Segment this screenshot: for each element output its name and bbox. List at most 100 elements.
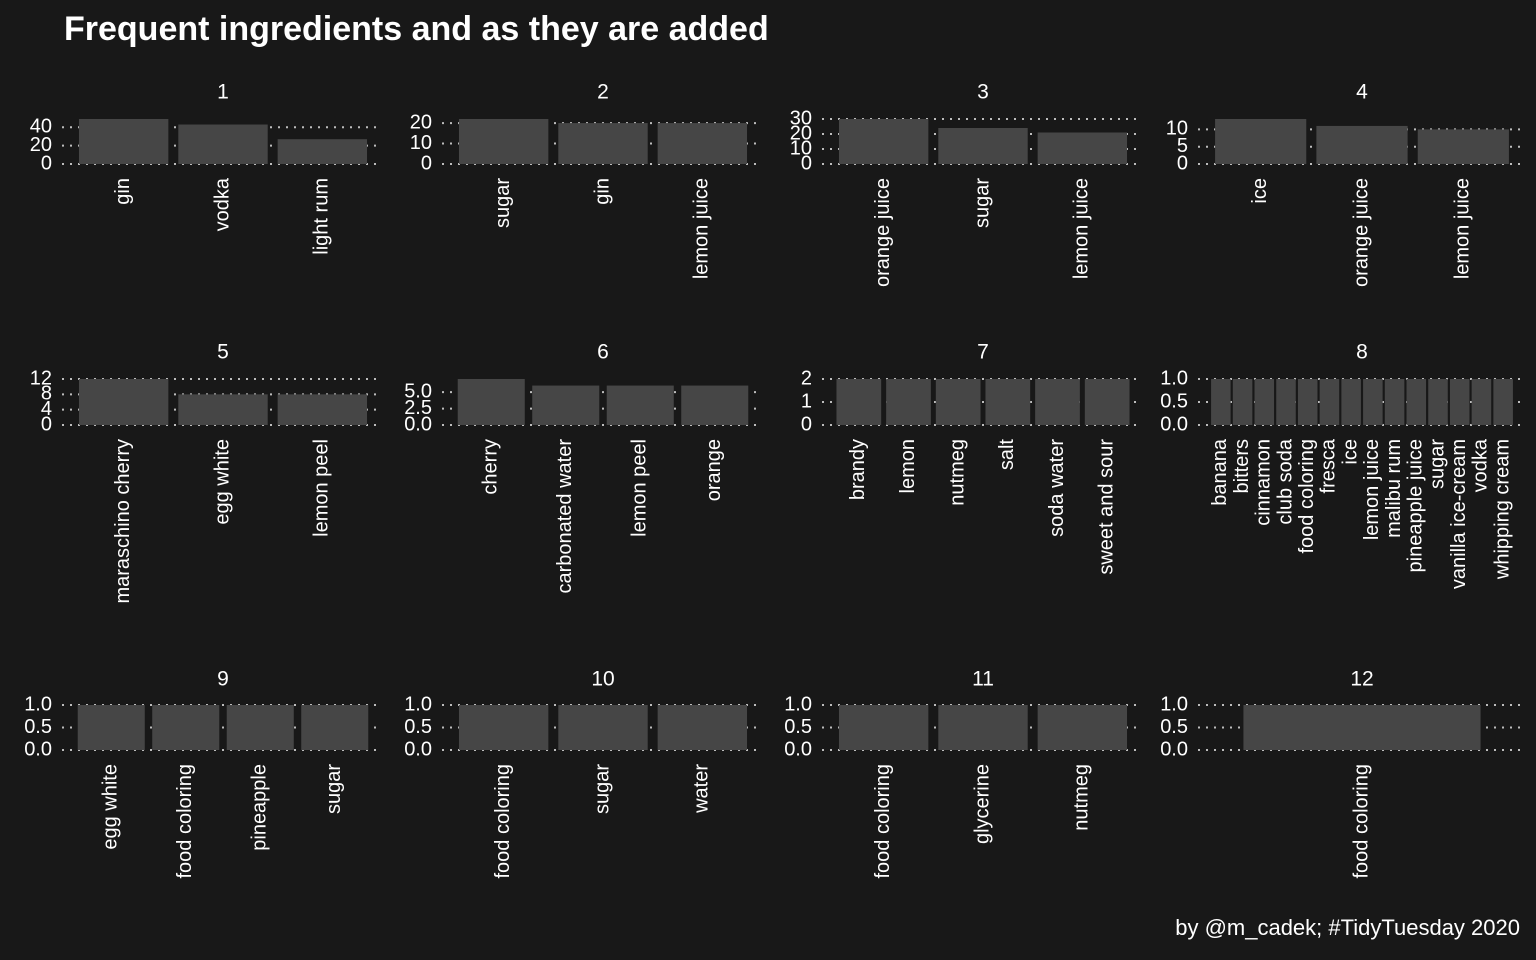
x-tick-label: gin [591, 178, 613, 205]
facet-panel-7: 7 012 brandy lemon nutmeg salt soda water sweet… [801, 341, 1138, 575]
bar [681, 385, 749, 425]
bar [1471, 379, 1492, 425]
bar [1384, 379, 1405, 425]
bar [1215, 119, 1307, 164]
x-tick-label: cinnamon [1253, 439, 1275, 526]
x-tick-label: nutmeg [946, 439, 968, 506]
y-tick-label: 0 [41, 413, 52, 435]
y-tick-label: 20 [410, 111, 432, 133]
bar [178, 124, 268, 164]
x-tick-label: cherry [480, 439, 502, 495]
bar [458, 119, 549, 164]
bar [1428, 379, 1448, 425]
bar [836, 379, 882, 425]
bar [1037, 705, 1128, 750]
bar [985, 379, 1031, 425]
y-tick-label: 1.0 [404, 693, 432, 715]
x-tick-label: pineapple juice [1405, 439, 1427, 572]
x-tick-label: ice [1249, 178, 1271, 204]
y-tick-label: 40 [30, 116, 52, 138]
bar [1084, 379, 1130, 425]
x-tick-label: maraschino cherry [112, 439, 134, 604]
x-tick-label: light rum [311, 178, 333, 255]
y-tick-label: 0.0 [1160, 413, 1188, 435]
facet-panel-11: 11 0.00.51.0 food coloring glycerine nutmeg [784, 668, 1138, 879]
facet-strip-label: 12 [1350, 668, 1373, 691]
bar [277, 394, 368, 425]
x-tick-label: food coloring [492, 764, 514, 879]
bar [938, 705, 1028, 750]
bar [1254, 379, 1275, 425]
y-tick-label: 2.5 [404, 397, 432, 419]
bar [1037, 132, 1128, 164]
x-tick-label: egg white [211, 439, 233, 525]
bar [1363, 379, 1383, 425]
y-tick-label: 30 [790, 107, 812, 129]
x-tick-label: fresca [1318, 438, 1340, 493]
bar [178, 394, 268, 425]
x-tick-label: lemon peel [629, 439, 651, 537]
facet-strip-label: 6 [597, 341, 609, 364]
bar [935, 379, 981, 425]
y-tick-label: 5.0 [404, 380, 432, 402]
bar [838, 119, 929, 164]
x-tick-label: bitters [1231, 439, 1253, 493]
facet-panel-10: 10 0.00.51.0 food coloring sugar water [404, 668, 758, 879]
x-tick-label: ice [1339, 439, 1361, 465]
y-tick-label: 10 [790, 137, 812, 159]
x-tick-label: water [691, 764, 713, 814]
x-tick-label: sugar [1426, 439, 1448, 489]
x-tick-label: sugar [591, 764, 613, 814]
y-tick-label: 0.0 [404, 738, 432, 760]
bar [1341, 379, 1361, 425]
y-tick-label: 0 [421, 152, 432, 174]
bar [886, 379, 931, 425]
x-tick-label: sugar [492, 178, 514, 228]
x-tick-label: food coloring [872, 764, 894, 879]
x-tick-label: carbonated water [554, 439, 576, 594]
facet-strip-label: 10 [591, 668, 614, 691]
y-tick-label: 0.0 [1160, 738, 1188, 760]
x-tick-label: nutmeg [1071, 764, 1093, 831]
y-tick-label: 0.0 [784, 738, 812, 760]
y-tick-label: 20 [790, 122, 812, 144]
x-tick-label: banana [1209, 438, 1231, 506]
facet-strip-label: 2 [597, 81, 609, 104]
x-tick-label: pineapple [249, 764, 271, 851]
x-tick-label: lemon juice [1361, 439, 1383, 540]
bar [1297, 379, 1318, 425]
y-tick-label: 10 [1166, 118, 1188, 140]
bar [532, 385, 600, 425]
bar [457, 379, 525, 425]
bar [1243, 705, 1481, 750]
bar [1232, 379, 1253, 425]
x-tick-label: whipping cream [1491, 439, 1513, 580]
facet-strip-label: 5 [217, 341, 229, 364]
x-tick-label: lemon [897, 439, 919, 493]
y-tick-label: 0 [801, 413, 812, 435]
x-tick-label: gin [112, 178, 134, 205]
bar [558, 705, 648, 750]
y-tick-label: 10 [410, 132, 432, 154]
y-tick-label: 5 [1177, 135, 1188, 157]
y-tick-label: 0.5 [24, 716, 52, 738]
x-tick-label: salt [996, 439, 1018, 471]
facet-panel-6: 6 0.02.55.0 cherry carbonated water lemon pe… [404, 341, 758, 594]
x-tick-label: club soda [1274, 438, 1296, 524]
y-tick-label: 0.5 [404, 716, 432, 738]
facet-strip-label: 3 [977, 81, 989, 104]
bar [301, 705, 369, 750]
facet-strip-label: 4 [1356, 81, 1368, 104]
x-tick-label: soda water [1046, 439, 1068, 537]
bar [1316, 125, 1408, 164]
y-tick-label: 0 [41, 152, 52, 174]
facet-panel-8: 8 0.00.51.0 banana bitters cinnamon club soda… [1160, 341, 1520, 589]
y-tick-label: 2 [801, 367, 812, 389]
bar [1417, 129, 1509, 164]
